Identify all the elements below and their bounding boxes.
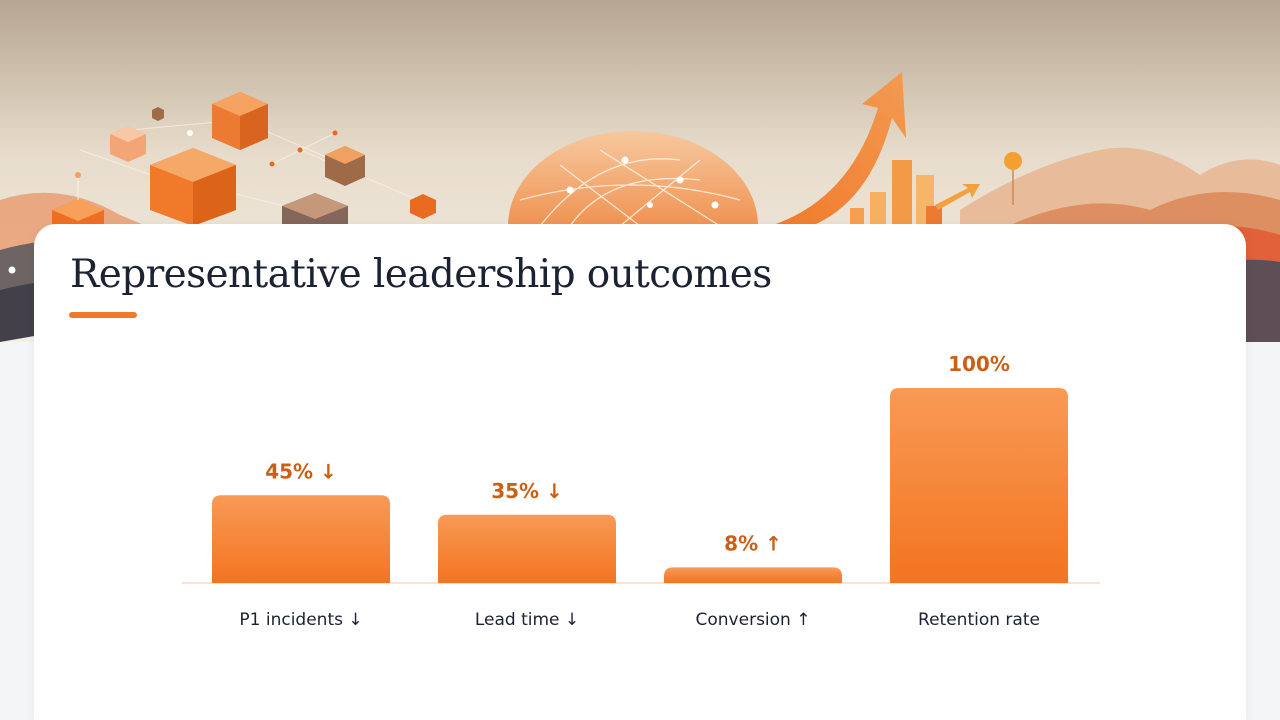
category-label-1: Lead time ↓ bbox=[475, 610, 579, 630]
content-card: Representative leadership outcomes 45% ↓… bbox=[34, 224, 1246, 720]
value-label-0: 45% ↓ bbox=[265, 459, 337, 483]
value-label-3: 100% bbox=[948, 352, 1010, 376]
value-label-2: 8% ↑ bbox=[724, 531, 782, 555]
category-label-3: Retention rate bbox=[918, 610, 1040, 630]
outcomes-bar-chart: 45% ↓ P1 incidents ↓ 35% ↓ Lead time ↓ 8% ↑ C… bbox=[182, 352, 1100, 630]
bars-layer: 45% ↓ P1 incidents ↓ 35% ↓ Lead time ↓ 8% ↑ C… bbox=[212, 352, 1068, 630]
bar-2 bbox=[664, 567, 842, 583]
page-title: Representative leadership outcomes bbox=[70, 252, 772, 297]
bar-1 bbox=[438, 514, 616, 583]
category-label-0: P1 incidents ↓ bbox=[239, 610, 362, 630]
value-label-1: 35% ↓ bbox=[491, 479, 563, 503]
bar-3 bbox=[890, 388, 1068, 583]
title-accent-underline bbox=[69, 312, 137, 318]
rising-arrow-illustration bbox=[770, 72, 1022, 230]
category-label-2: Conversion ↑ bbox=[696, 610, 811, 630]
bar-0 bbox=[212, 495, 390, 583]
network-globe-illustration bbox=[508, 131, 758, 227]
